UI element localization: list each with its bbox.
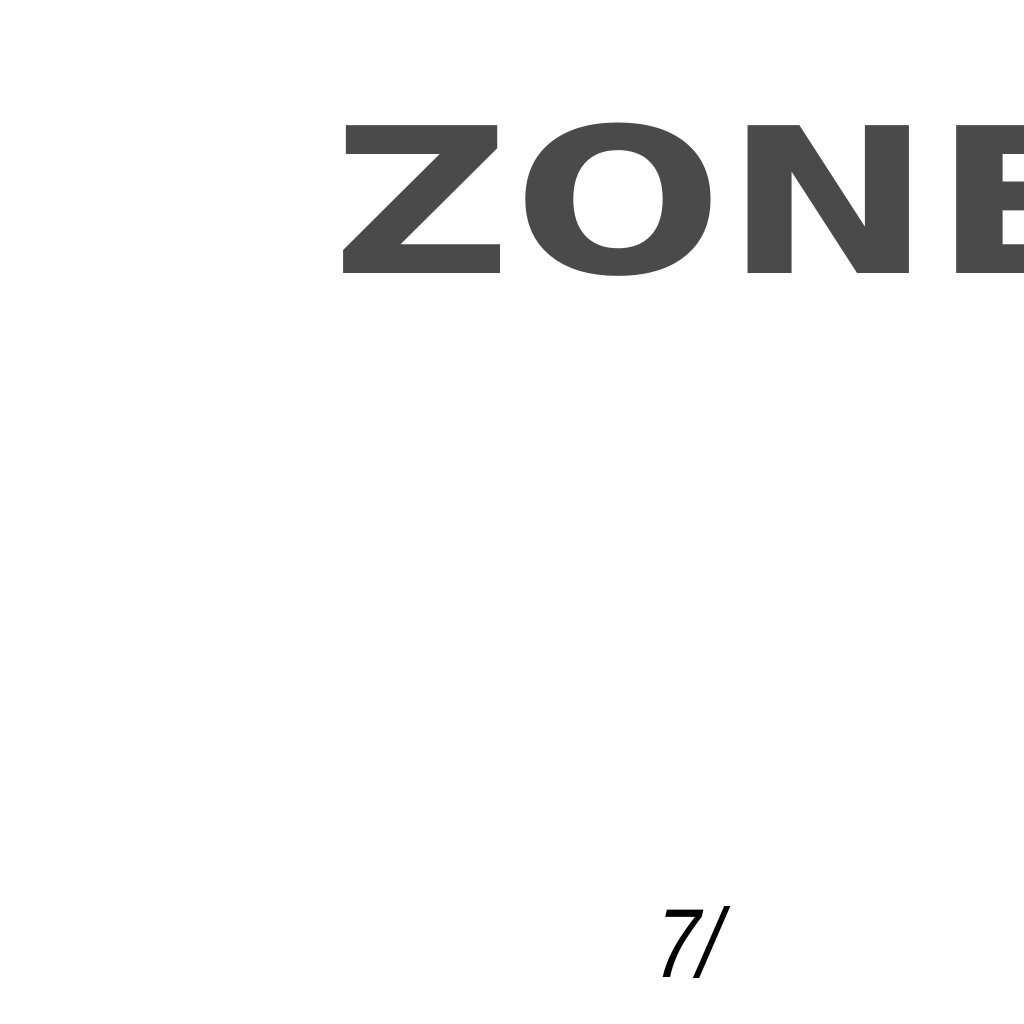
zone-heading: ZONE: [332, 85, 1024, 322]
bottom-mark: 7/: [643, 888, 735, 998]
